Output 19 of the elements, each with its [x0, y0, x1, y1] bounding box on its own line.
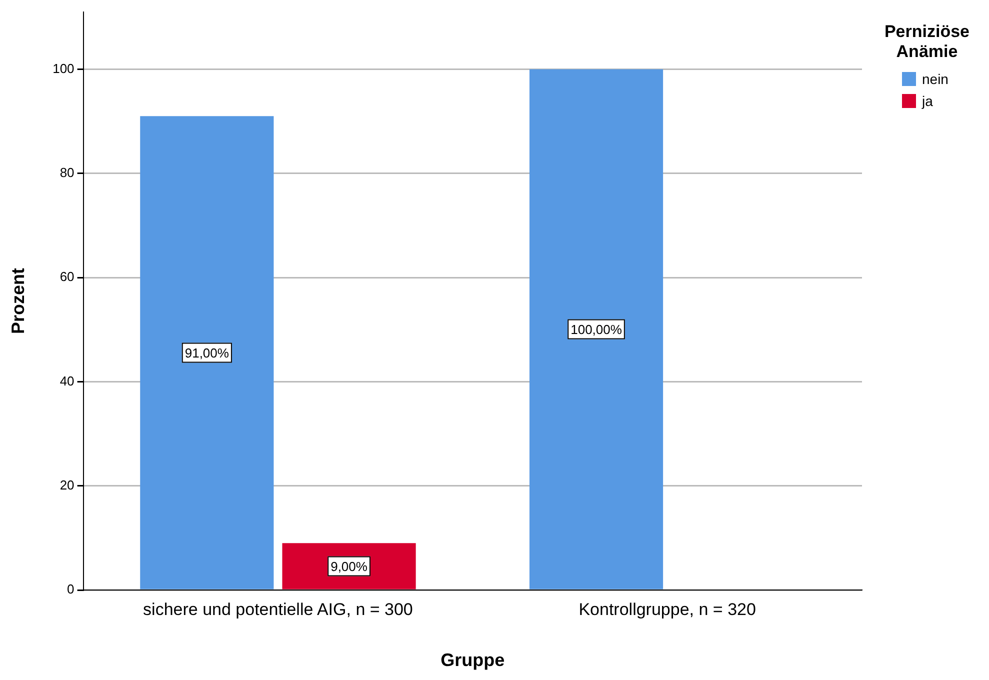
legend-title: Perniziöse Anämie [883, 22, 971, 62]
y-axis-title: Prozent [8, 268, 28, 334]
data-label: 9,00% [330, 558, 368, 574]
y-tick-label: 100 [52, 60, 74, 76]
y-tick-label: 0 [67, 582, 74, 597]
legend-label: nein [922, 71, 948, 87]
y-tick-label: 60 [60, 269, 74, 284]
bar [282, 543, 416, 590]
y-tick-label: 20 [60, 477, 74, 492]
legend-label: ja [922, 93, 933, 109]
x-axis-title: Gruppe [440, 650, 505, 670]
bar [140, 116, 274, 590]
y-tick-label: 80 [60, 165, 74, 180]
bar [529, 69, 664, 590]
y-tick-label: 40 [60, 373, 74, 388]
x-tick-label: Kontrollgruppe, n = 320 [578, 600, 756, 619]
x-tick-label: sichere und potentielle AIG, n = 300 [143, 600, 413, 619]
data-label: 100,00% [570, 322, 622, 337]
data-label: 91,00% [184, 345, 230, 360]
